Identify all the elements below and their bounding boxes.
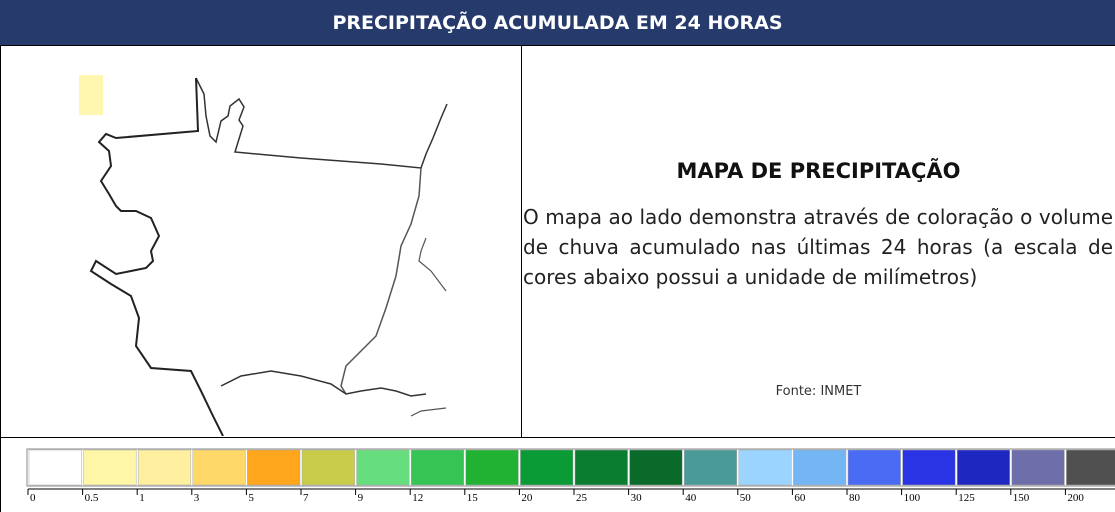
scale-label: 12	[412, 492, 423, 504]
color-box	[410, 449, 465, 486]
color-box	[683, 449, 738, 486]
color-scale-bar: 0 0.5 1 3 5 7 9 12 15 20 25 30 40 50 60 80 100 125 150 200	[26, 448, 1115, 504]
scale-label: 1	[139, 492, 145, 504]
scale-label: 125	[958, 492, 975, 504]
scale-label: 100	[904, 492, 921, 504]
scale-label: 80	[849, 492, 861, 504]
scale-label: 60	[794, 492, 806, 504]
color-box	[629, 449, 683, 486]
color-box	[137, 449, 192, 486]
border	[418, 237, 447, 292]
border	[89, 77, 224, 437]
color-box	[793, 449, 847, 486]
color-box	[356, 449, 410, 486]
border	[195, 77, 448, 169]
color-box	[847, 449, 901, 486]
color-box	[902, 449, 956, 486]
color-box	[1011, 449, 1065, 486]
border	[340, 167, 422, 395]
color-scale: 0 0.5 1 3 5 7 9 12 15 20 25 30 40 50 60 80 100 125 150 200	[0, 438, 1115, 512]
scale-label: 3	[194, 492, 200, 504]
scale-label: 200	[1067, 492, 1084, 504]
color-box	[1066, 449, 1115, 486]
scale-label: 40	[685, 492, 697, 504]
color-box	[28, 449, 82, 486]
map	[79, 75, 448, 437]
scale-label: 9	[358, 492, 364, 504]
panel-text: O mapa ao lado demonstra através de colo…	[523, 205, 1113, 289]
panel-source: Fonte: INMET	[775, 384, 862, 399]
text-cell: MAPA DE PRECIPITAÇÃO O mapa ao lado demo…	[522, 46, 1115, 438]
color-box	[465, 449, 519, 486]
border	[410, 407, 447, 417]
scale-label: 20	[521, 492, 533, 504]
panel-heading: MAPA DE PRECIPITAÇÃO	[676, 159, 961, 183]
color-box	[247, 449, 301, 486]
scale-label: 0	[30, 492, 36, 504]
color-box	[574, 449, 628, 486]
color-box	[83, 449, 137, 486]
scale-label: 30	[631, 492, 643, 504]
rain-patch	[79, 75, 103, 115]
scale-label: 150	[1013, 492, 1030, 504]
color-box	[956, 449, 1011, 486]
scale-label: 5	[248, 492, 254, 504]
color-box	[192, 449, 246, 486]
scale-label: 15	[467, 492, 479, 504]
scale-frame	[26, 448, 1115, 487]
header-title: PRECIPITAÇÃO ACUMULADA EM 24 HORAS	[0, 0, 1115, 46]
scale-label: 0.5	[85, 492, 99, 504]
map-cell	[0, 46, 522, 438]
color-box	[520, 449, 574, 486]
scale-label: 50	[740, 492, 752, 504]
color-box	[301, 449, 355, 486]
color-box	[738, 449, 792, 486]
scale-label: 7	[303, 492, 309, 504]
scale-label: 25	[576, 492, 588, 504]
border	[220, 370, 427, 397]
